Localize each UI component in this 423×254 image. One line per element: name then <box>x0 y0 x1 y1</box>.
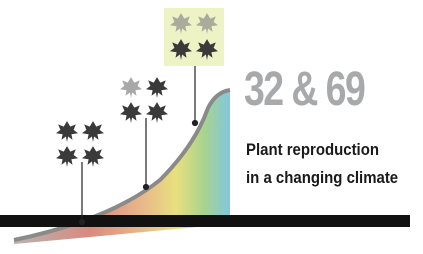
graphic: 32 & 69 Plant reproduction in a changing… <box>0 0 423 254</box>
leaf-cluster-1 <box>56 121 104 167</box>
illustration <box>0 0 423 254</box>
ground-bar <box>0 215 410 227</box>
title: 32 & 69 <box>244 62 364 117</box>
leaf-cluster-3 <box>164 8 224 66</box>
subtitle-line: Plant reproduction <box>246 140 379 160</box>
leaf-cluster-2 <box>120 77 168 123</box>
subtitle-line: in a changing climate <box>246 168 398 188</box>
